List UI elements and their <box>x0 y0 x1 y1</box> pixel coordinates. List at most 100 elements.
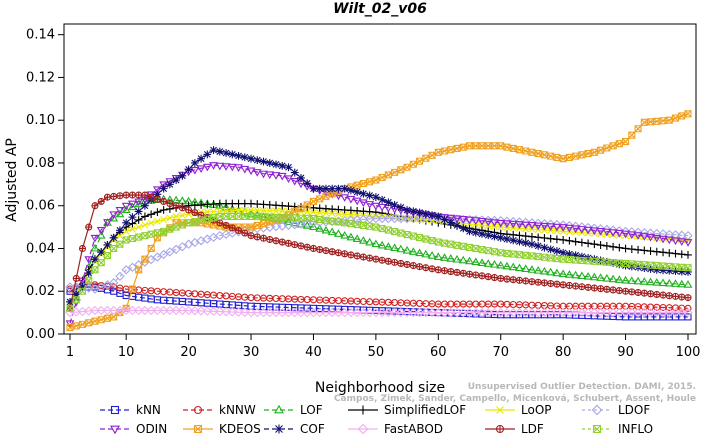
x-axis: 1 10 20 30 40 50 60 70 80 90 100 <box>66 334 700 360</box>
data-point-lof <box>602 273 612 282</box>
data-point-odin <box>96 227 106 235</box>
data-point-inflo <box>85 277 93 285</box>
data-point-kdeos <box>634 125 642 133</box>
data-point-cof <box>428 211 436 220</box>
data-point-fastabod <box>102 305 113 316</box>
data-point-lof <box>583 271 593 280</box>
data-point-simplifiedlof <box>521 232 530 240</box>
data-point-ldof <box>558 220 568 230</box>
data-point-simplifiedlof <box>565 236 574 245</box>
data-point-odin <box>446 214 456 223</box>
data-point-kdeos <box>378 173 386 182</box>
data-point-cof <box>553 247 561 255</box>
data-point-kdeos <box>141 255 149 263</box>
data-point-kdeos <box>297 204 305 212</box>
data-point-odin <box>602 228 612 237</box>
data-point-kdeos <box>391 168 399 176</box>
data-point-odin <box>365 201 375 209</box>
data-point-odin <box>165 178 175 186</box>
data-point-ldof <box>171 244 181 255</box>
legend-item-knn: kNN <box>100 403 161 417</box>
data-point-cof <box>384 198 393 207</box>
data-point-cof <box>228 150 237 159</box>
data-point-odin <box>546 223 556 231</box>
data-point-ldf <box>241 229 249 237</box>
data-point-ldf <box>478 272 486 280</box>
data-point-fastabod <box>602 307 612 318</box>
data-point-ldf <box>597 285 605 293</box>
data-point-kdeos <box>259 220 268 228</box>
data-point-lof <box>452 254 462 263</box>
data-point-ldf <box>665 292 673 300</box>
y-axis-label: Adjusted AP <box>4 138 20 222</box>
data-point-odin <box>128 200 137 209</box>
data-point-cof <box>684 268 692 276</box>
data-point-cof <box>540 243 549 252</box>
data-point-odin <box>627 231 637 240</box>
data-point-fastabod <box>558 307 568 318</box>
legend-marker-odin <box>110 425 120 434</box>
data-point-ldof <box>389 213 400 224</box>
data-point-ldf <box>135 191 143 199</box>
data-point-fastabod <box>364 307 375 318</box>
data-point-ldf <box>97 197 105 205</box>
data-point-ldof <box>633 227 643 237</box>
data-point-ldf <box>497 274 505 282</box>
data-point-odin <box>483 218 493 227</box>
data-point-fastabod <box>240 307 250 318</box>
data-point-loop <box>341 210 349 218</box>
data-point-loop <box>178 211 186 219</box>
data-point-ldf <box>528 278 536 286</box>
data-point-ldf <box>653 290 661 298</box>
data-point-simplifiedlof <box>534 233 543 242</box>
data-point-cof <box>671 267 680 276</box>
data-point-ldf <box>122 191 130 199</box>
data-point-kdeos <box>403 163 411 171</box>
data-point-fastabod <box>221 307 231 317</box>
data-point-inflo <box>153 229 161 237</box>
data-point-fastabod <box>346 307 356 318</box>
data-point-odin <box>334 192 343 201</box>
data-point-lof <box>477 258 487 266</box>
data-point-fastabod <box>146 305 156 316</box>
data-point-kdeos <box>66 324 74 332</box>
data-point-ldf <box>372 255 380 263</box>
data-point-odin <box>521 221 531 230</box>
data-point-lof <box>115 209 125 218</box>
data-point-lof <box>508 262 518 271</box>
legend-label-cof: COF <box>300 422 325 434</box>
data-point-cof <box>590 255 599 264</box>
data-point-ldf <box>515 276 524 284</box>
legend-label-simplifiedlof: SimplifiedLOF <box>384 403 466 417</box>
data-point-fastabod <box>296 307 306 318</box>
data-point-cof <box>84 269 93 277</box>
data-point-loop <box>141 221 149 229</box>
data-point-ldof <box>414 213 425 224</box>
data-point-odin <box>583 226 593 235</box>
data-point-fastabod <box>514 307 525 318</box>
data-point-cof <box>396 203 405 212</box>
data-point-odin <box>664 236 674 245</box>
data-point-simplifiedlof <box>652 247 661 256</box>
data-point-odin <box>271 172 281 180</box>
data-point-loop <box>129 225 136 233</box>
legend-item-kdeos: KDEOS <box>183 422 261 434</box>
data-point-cof <box>247 154 255 163</box>
data-point-fastabod <box>664 307 674 318</box>
data-point-ldf <box>578 283 586 291</box>
data-point-fastabod <box>489 307 500 318</box>
data-point-ldf <box>103 193 112 201</box>
data-point-fastabod <box>339 307 350 318</box>
data-point-simplifiedlof <box>646 247 655 255</box>
data-point-cof <box>665 266 674 275</box>
data-point-ldof <box>421 213 431 224</box>
data-point-cof <box>521 239 530 247</box>
data-point-ldf <box>472 271 480 279</box>
data-point-simplifiedlof <box>659 248 667 257</box>
data-point-odin <box>246 167 256 176</box>
data-point-fastabod <box>552 307 562 318</box>
watermark-line-1: Unsupervised Outlier Detection. DAMI, 20… <box>468 382 696 392</box>
data-point-cof <box>322 184 330 193</box>
data-point-cof <box>515 237 524 246</box>
data-point-lof <box>358 236 368 244</box>
